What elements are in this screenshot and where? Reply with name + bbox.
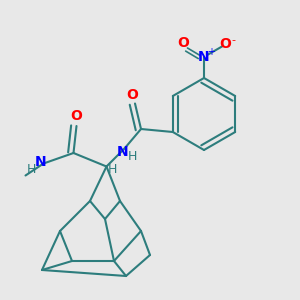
Text: O: O (177, 36, 189, 50)
Text: N: N (116, 145, 128, 158)
Text: H: H (27, 163, 36, 176)
Text: H: H (108, 163, 117, 176)
Text: -: - (231, 35, 236, 45)
Text: +: + (208, 47, 215, 58)
Text: N: N (35, 155, 46, 169)
Text: N: N (198, 50, 210, 64)
Text: H: H (127, 149, 137, 163)
Text: O: O (70, 109, 83, 122)
Text: O: O (219, 37, 231, 50)
Text: O: O (126, 88, 138, 101)
